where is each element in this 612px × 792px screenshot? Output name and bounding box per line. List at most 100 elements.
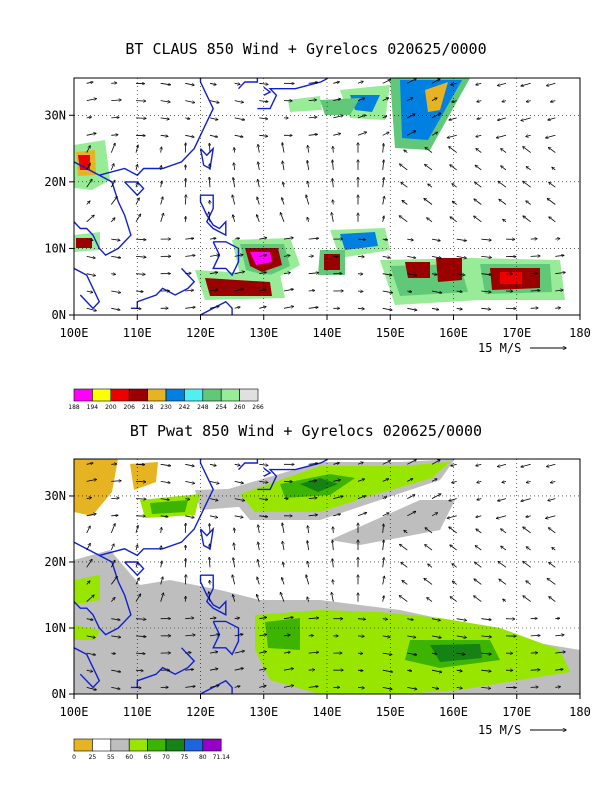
wind-vector-arrow: [555, 308, 560, 309]
wind-vector-arrow: [555, 635, 564, 636]
wind-vector-arrow: [431, 79, 440, 84]
wind-vector-arrow: [332, 593, 334, 602]
wind-vector-arrow: [502, 481, 507, 482]
wind-vector-arrow: [259, 289, 266, 291]
wind-vector-arrow: [209, 498, 218, 501]
wind-vector-arrow: [283, 562, 284, 568]
wind-vector-arrow: [234, 289, 244, 292]
wind-vector-arrow: [357, 81, 363, 83]
wind-vector-arrow: [382, 619, 388, 620]
wind-vector-arrow: [475, 182, 482, 188]
wind-vector-arrow: [549, 597, 556, 602]
colorbar-swatch: [165, 738, 185, 752]
wind-vector-arrow: [308, 100, 317, 101]
colorbar-swatch: [73, 738, 93, 752]
coastline-segment: [212, 620, 240, 656]
y-tick-label: 0N: [52, 687, 66, 701]
coastline-segment: [212, 241, 240, 277]
wind-vector-arrow: [475, 562, 482, 568]
colorbar-label: 65: [144, 754, 152, 761]
wind-vector-arrow: [431, 308, 439, 309]
wind-vector-arrow: [308, 117, 317, 118]
wind-vector-arrow: [402, 581, 408, 585]
wind-vector-arrow: [283, 685, 294, 688]
wind-vector-arrow: [257, 595, 260, 602]
wind-vector-arrow: [383, 540, 384, 551]
wind-vector-arrow: [111, 239, 120, 240]
x-tick-label: 170E: [502, 326, 531, 340]
coastline-segment: [199, 574, 227, 616]
wind-vector-arrow: [521, 463, 531, 467]
wind-vector-arrow: [283, 289, 293, 292]
bottom-map-reference-vector: 15 M/S: [478, 723, 566, 737]
wind-vector-arrow: [110, 143, 115, 153]
wind-vector-arrow: [481, 274, 491, 275]
wind-vector-arrow: [549, 528, 556, 534]
colorbar-swatch: [147, 738, 167, 752]
wind-vector-arrow: [233, 558, 236, 568]
wind-vector-arrow: [209, 557, 210, 568]
wind-vector-arrow: [551, 101, 556, 102]
wind-vector-arrow: [160, 197, 163, 205]
wind-vector-arrow: [135, 274, 145, 275]
wind-vector-arrow: [111, 653, 115, 654]
wind-vector-arrow: [383, 196, 385, 205]
coastline-segment: [199, 194, 227, 237]
colorbar-swatch: [128, 388, 148, 402]
wind-vector-arrow: [135, 145, 138, 153]
wind-vector-arrow: [357, 308, 364, 309]
wind-vector-arrow: [333, 82, 339, 84]
wind-vector-arrow: [548, 498, 556, 501]
wind-vector-arrow: [357, 496, 366, 499]
colorbar-label: 80: [199, 754, 207, 761]
wind-vector-arrow: [308, 481, 317, 482]
coastline-segment: [199, 679, 233, 694]
wind-vector-arrow: [357, 636, 364, 637]
wind-vector-arrow: [382, 687, 392, 689]
wind-vector-arrow: [498, 498, 507, 501]
wind-vector-arrow: [407, 114, 415, 119]
wind-vector-arrow: [135, 239, 146, 240]
x-tick-label: 160E: [439, 326, 468, 340]
wind-vector-arrow: [549, 147, 556, 153]
colorbar-swatch: [220, 388, 240, 402]
wind-vector-arrow: [382, 80, 391, 84]
wind-vector-arrow: [282, 143, 285, 153]
wind-vector-arrow: [259, 481, 268, 482]
wind-vector-arrow: [552, 167, 556, 171]
wind-vector-arrow: [523, 596, 531, 602]
wind-vector-arrow: [185, 255, 195, 256]
wind-vector-arrow: [283, 182, 284, 188]
colorbar-swatch: [128, 738, 148, 752]
wind-vector-arrow: [234, 117, 245, 120]
wind-vector-arrow: [209, 464, 216, 465]
wind-vector-arrow: [526, 167, 531, 171]
bottom-map-colorbar: 0 25 55 60 65 70 75 80 71.14: [72, 738, 230, 761]
wind-vector-arrow: [407, 98, 412, 101]
top-map-reference-vector: 15 M/S: [478, 341, 566, 355]
wind-vector-arrow: [257, 577, 260, 585]
wind-vector-arrow: [135, 526, 138, 534]
wind-vector-arrow: [308, 652, 319, 653]
wind-vector-arrow: [383, 178, 384, 188]
wind-vector-arrow: [521, 117, 531, 121]
x-tick-label: 140E: [313, 326, 342, 340]
wind-vector-arrow: [431, 619, 440, 621]
wind-vector-arrow: [161, 528, 162, 533]
coastline-segment: [124, 181, 145, 197]
wind-vector-arrow: [86, 179, 92, 188]
wind-vector-arrow: [111, 515, 118, 516]
wind-vector-arrow: [383, 216, 384, 222]
wind-vector-arrow: [383, 576, 385, 585]
wind-vector-arrow: [333, 99, 340, 101]
wind-vector-arrow: [476, 149, 482, 153]
wind-vector-arrow: [86, 82, 93, 83]
wind-vector-arrow: [307, 597, 309, 602]
wind-vector-arrow: [209, 306, 219, 309]
coastline-segment: [263, 86, 272, 96]
top-map-x-ticks: 100E 110E 120E 130E 140E 150E 160E 170E 180: [60, 315, 591, 340]
colorbar-label: 206: [123, 404, 135, 411]
x-tick-label: 170E: [502, 705, 531, 719]
wind-vector-arrow: [308, 273, 319, 274]
coastline-segment: [257, 459, 329, 491]
